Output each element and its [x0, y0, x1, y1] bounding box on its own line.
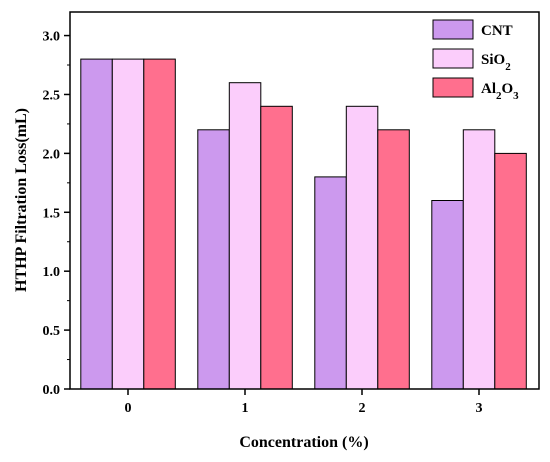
plot-frame [69, 11, 540, 390]
legend-label-al2o3: Al2O3 [481, 81, 519, 102]
bar-al2o3-1 [260, 105, 293, 390]
y-axis-label: HTHP Filtration Loss(mL) [13, 108, 30, 292]
bars-layer [80, 58, 527, 390]
legend-swatch-cnt [432, 19, 474, 40]
bar-al2o3-0 [143, 58, 176, 390]
legend: CNT SiO2 Al2O3 [432, 19, 519, 102]
y-tick-label: 2.5 [43, 88, 61, 103]
y-tick-label: 3.0 [43, 30, 61, 45]
ticks-layer: 0.0 0.5 1.0 1.5 2.0 2.5 3.0 0 1 2 3 [43, 30, 483, 416]
legend-label-cnt: CNT [481, 23, 513, 39]
bar-sio2-2 [345, 105, 379, 390]
y-tick-label: 1.0 [43, 265, 61, 280]
y-tick-label: 2.0 [43, 147, 61, 162]
bar-cnt-1 [197, 129, 230, 390]
bar-al2o3-2 [377, 129, 410, 390]
bar-sio2-1 [228, 82, 262, 390]
bar-cnt-3 [431, 200, 464, 390]
legend-label-sio2: SiO2 [481, 52, 511, 73]
legend-swatch-al2o3 [432, 77, 474, 98]
bar-cnt-2 [314, 176, 347, 390]
y-tick-label: 0.5 [43, 324, 61, 339]
bar-al2o3-3 [494, 152, 527, 390]
x-tick-label: 0 [125, 401, 132, 416]
x-tick-label: 2 [359, 401, 366, 416]
y-tick-label: 0.0 [43, 383, 61, 398]
x-tick-label: 3 [476, 401, 483, 416]
x-axis-label: Concentration (%) [239, 434, 368, 451]
bar-cnt-0 [80, 58, 113, 390]
y-tick-label: 1.5 [43, 206, 61, 221]
x-tick-label: 1 [242, 401, 249, 416]
bar-sio2-3 [462, 129, 496, 390]
bar-sio2-0 [111, 58, 145, 390]
legend-swatch-sio2 [432, 48, 474, 69]
